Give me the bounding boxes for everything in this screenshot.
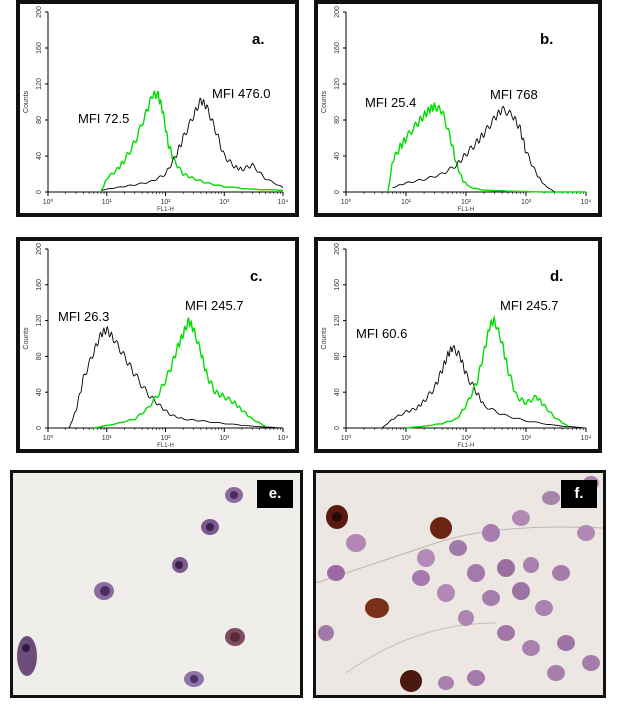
mfi-label-green-d: MFI 245.7: [500, 298, 559, 313]
x-tick-label: 10²: [461, 435, 472, 442]
histogram-plot-c: 0 40 80 120 160 200 10⁰ 10¹ 10² 10³ 10⁴ FL1-H Counts: [23, 243, 289, 449]
histogram-series-line: [101, 97, 284, 191]
y-tick-label: 40: [36, 152, 43, 160]
y-tick-label: 0: [36, 426, 43, 430]
mfi-label-black-d: MFI 60.6: [356, 326, 408, 341]
y-tick-label: 200: [334, 243, 341, 255]
y-tick-label: 160: [36, 42, 43, 54]
histogram-panel-c: 0 40 80 120 160 200 10⁰ 10¹ 10² 10³ 10⁴ FL1-H Counts…: [16, 237, 299, 453]
histogram-series-line: [68, 325, 284, 429]
mfi-label-black-c: MFI 26.3: [58, 309, 110, 324]
x-tick-label: 10¹: [401, 199, 412, 206]
y-tick-label: 40: [334, 152, 341, 160]
histogram-series-line: [387, 101, 586, 193]
x-axis-label: FL1-H: [157, 207, 174, 213]
panel-label-c: c.: [250, 268, 263, 285]
x-tick-label: 10¹: [102, 199, 113, 206]
y-tick-label: 160: [334, 42, 341, 54]
x-tick-label: 10⁰: [43, 434, 54, 442]
micrograph-f-image: [316, 476, 603, 692]
histogram-plot-b: 0 40 80 120 160 200 10⁰ 10¹ 10² 10³ 10⁴ FL1-H Counts: [321, 6, 592, 213]
y-tick-label: 120: [36, 315, 43, 327]
y-tick-label: 0: [334, 190, 341, 194]
panel-label-b: b.: [540, 31, 554, 48]
x-tick-label: 10⁰: [341, 434, 352, 442]
x-tick-label: 10²: [160, 435, 171, 442]
x-tick-label: 10⁴: [278, 435, 289, 442]
histogram-series-line: [405, 314, 569, 429]
y-tick-label: 200: [334, 6, 341, 18]
y-tick-label: 40: [36, 388, 43, 396]
y-tick-label: 80: [334, 116, 341, 124]
y-tick-label: 120: [334, 78, 341, 90]
x-tick-label: 10⁰: [43, 198, 54, 206]
y-axis-label: Counts: [23, 90, 30, 113]
x-tick-label: 10³: [219, 199, 230, 206]
mfi-label-black-a: MFI 476.0: [212, 86, 271, 101]
y-axis-label: Counts: [23, 327, 30, 350]
stained-cell: [17, 487, 245, 687]
panel-label-d: d.: [550, 268, 564, 285]
micrograph-e-image: [17, 487, 245, 687]
micrograph-e-label: e.: [257, 480, 293, 508]
x-tick-label: 10¹: [401, 435, 412, 442]
y-tick-label: 80: [36, 116, 43, 124]
x-tick-label: 10²: [160, 199, 171, 206]
histogram-series-line: [392, 105, 555, 193]
y-axis-label: Counts: [321, 90, 328, 113]
mfi-label-green-c: MFI 245.7: [185, 298, 244, 313]
x-tick-label: 10³: [521, 435, 532, 442]
x-tick-label: 10⁴: [581, 435, 592, 442]
mfi-label-green-a: MFI 72.5: [78, 111, 130, 126]
y-tick-label: 0: [36, 190, 43, 194]
x-tick-label: 10¹: [102, 435, 113, 442]
x-tick-label: 10²: [461, 199, 472, 206]
y-tick-label: 0: [334, 426, 341, 430]
histogram-plot-a: 0 40 80 120 160 200 10⁰ 10¹ 10² 10³ 10⁴ FL1-H Counts: [23, 6, 289, 213]
mfi-label-green-b: MFI 25.4: [365, 95, 417, 110]
histogram-panel-b: 0 40 80 120 160 200 10⁰ 10¹ 10² 10³ 10⁴ FL1-H Counts…: [314, 0, 602, 217]
x-axis-label: FL1-H: [458, 207, 475, 213]
histogram-panel-a: 0 40 80 120 160 200 10⁰ 10¹ 10² 10³ 10⁴ FL1-H Counts…: [16, 0, 299, 217]
micrograph-f-label: f.: [561, 480, 597, 508]
x-tick-label: 10⁴: [581, 199, 592, 206]
y-tick-label: 80: [36, 352, 43, 360]
x-tick-label: 10⁴: [278, 199, 289, 206]
y-axis-label: Counts: [321, 327, 328, 350]
x-tick-label: 10³: [521, 199, 532, 206]
x-tick-label: 10³: [219, 435, 230, 442]
x-axis-label: FL1-H: [458, 443, 475, 449]
stained-cell: [318, 476, 600, 692]
histogram-series-line: [381, 345, 587, 429]
y-tick-label: 120: [334, 315, 341, 327]
y-tick-label: 40: [334, 388, 341, 396]
y-tick-label: 200: [36, 243, 43, 255]
y-tick-label: 160: [36, 279, 43, 291]
panel-label-a: a.: [252, 31, 265, 48]
micrograph-f: f.: [313, 470, 606, 698]
histogram-series-line: [93, 316, 266, 429]
micrograph-e: e.: [10, 470, 303, 698]
histogram-series-line: [100, 89, 284, 193]
x-axis-label: FL1-H: [157, 443, 174, 449]
y-tick-label: 200: [36, 6, 43, 18]
y-tick-label: 160: [334, 279, 341, 291]
x-tick-label: 10⁰: [341, 198, 352, 206]
histogram-plot-d: 0 40 80 120 160 200 10⁰ 10¹ 10² 10³ 10⁴ FL1-H Counts: [321, 243, 592, 449]
mfi-label-black-b: MFI 768: [490, 87, 538, 102]
y-tick-label: 80: [334, 352, 341, 360]
y-tick-label: 120: [36, 78, 43, 90]
histogram-panel-d: 0 40 80 120 160 200 10⁰ 10¹ 10² 10³ 10⁴ FL1-H Counts…: [314, 237, 602, 453]
